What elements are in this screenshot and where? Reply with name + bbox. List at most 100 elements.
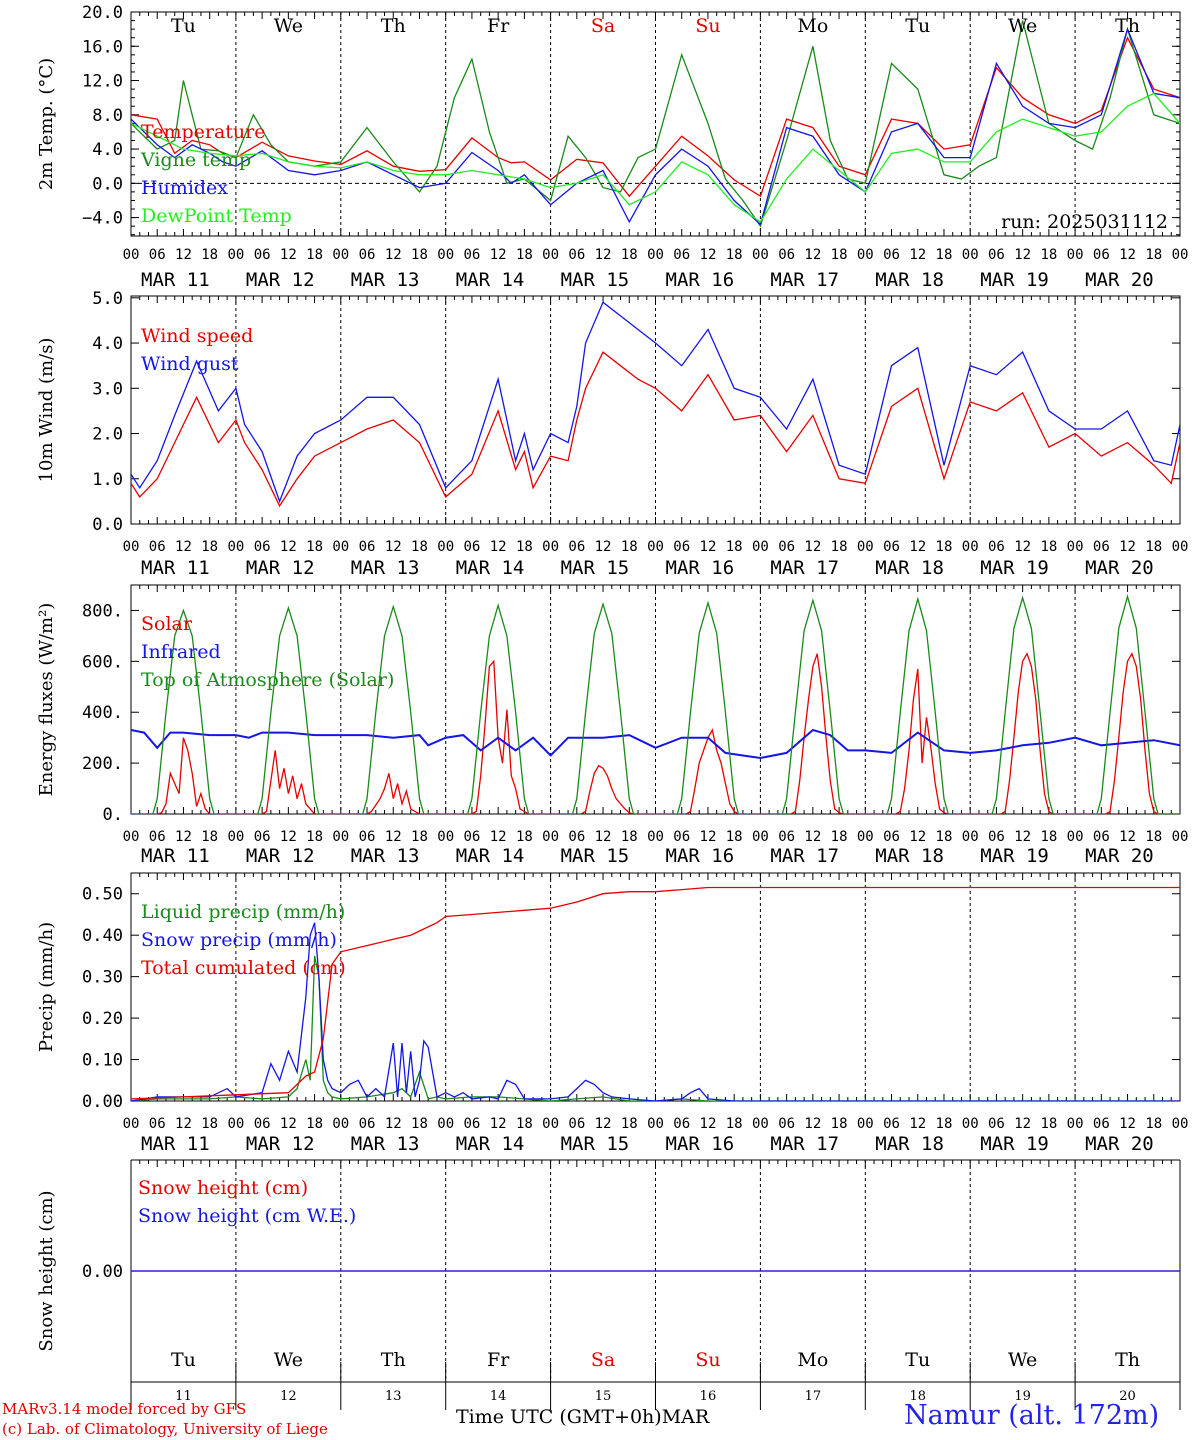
date-label: MAR 13 bbox=[351, 269, 420, 291]
hour-tick-label: 00 bbox=[752, 1116, 769, 1132]
date-label: MAR 17 bbox=[770, 269, 839, 291]
hour-tick-label: 00 bbox=[647, 247, 664, 263]
hour-tick-label: 12 bbox=[595, 1116, 612, 1132]
hour-tick-label: 12 bbox=[385, 829, 402, 845]
day-number: 18 bbox=[909, 1389, 926, 1404]
legend-entry: Top of Atmosphere (Solar) bbox=[141, 669, 394, 691]
weekday-label: We bbox=[274, 15, 303, 37]
legend-entry: Infrared bbox=[141, 641, 221, 663]
hour-tick-label: 12 bbox=[700, 539, 717, 555]
date-label: MAR 18 bbox=[875, 845, 944, 867]
hour-tick-label: 18 bbox=[411, 1116, 428, 1132]
y-tick-label: 8.0 bbox=[92, 106, 123, 126]
model-credit: MARv3.14 model forced by GFS bbox=[2, 1400, 247, 1418]
hour-tick-label: 18 bbox=[411, 539, 428, 555]
date-label: MAR 15 bbox=[561, 845, 630, 867]
date-label: MAR 14 bbox=[456, 845, 525, 867]
hour-tick-label: 00 bbox=[123, 1116, 140, 1132]
hour-tick-label: 00 bbox=[1172, 1116, 1189, 1132]
hour-tick-label: 06 bbox=[673, 539, 690, 555]
legend-entry: Vigne temp bbox=[140, 149, 251, 171]
weekday-label: We bbox=[1008, 15, 1037, 37]
weekday-label: Th bbox=[1115, 1349, 1140, 1371]
date-label: MAR 11 bbox=[141, 1133, 210, 1155]
hour-tick-label: 18 bbox=[201, 539, 218, 555]
legend-entry: Wind gust bbox=[141, 353, 239, 375]
y-tick-label: 0.0 bbox=[92, 515, 123, 535]
hour-tick-label: 00 bbox=[962, 1116, 979, 1132]
hour-tick-label: 00 bbox=[123, 539, 140, 555]
hour-tick-label: 06 bbox=[778, 1116, 795, 1132]
hour-tick-label: 18 bbox=[726, 1116, 743, 1132]
hour-tick-label: 12 bbox=[700, 829, 717, 845]
weekday-label: Tu bbox=[905, 15, 930, 37]
weekday-label: Fr bbox=[487, 15, 510, 37]
hour-tick-label: 12 bbox=[385, 247, 402, 263]
hour-tick-label: 00 bbox=[1067, 829, 1084, 845]
day-number: 16 bbox=[700, 1389, 717, 1404]
hour-tick-label: 12 bbox=[909, 829, 926, 845]
y-axis-label: 10m Wind (m/s) bbox=[36, 338, 57, 483]
hour-tick-label: 18 bbox=[411, 247, 428, 263]
hour-tick-label: 06 bbox=[254, 829, 271, 845]
hour-tick-label: 00 bbox=[962, 829, 979, 845]
hour-tick-label: 06 bbox=[359, 539, 376, 555]
hour-tick-label: 12 bbox=[804, 539, 821, 555]
hour-tick-label: 12 bbox=[1119, 539, 1136, 555]
hour-tick-label: 00 bbox=[647, 829, 664, 845]
y-tick-label: −4.0 bbox=[82, 209, 123, 229]
weekday-label: Fr bbox=[487, 1349, 510, 1371]
hour-tick-label: 18 bbox=[936, 829, 953, 845]
hour-tick-label: 00 bbox=[227, 247, 244, 263]
weekday-label: We bbox=[1008, 1349, 1037, 1371]
weekday-label: We bbox=[274, 1349, 303, 1371]
weekday-label: Mo bbox=[797, 1349, 828, 1371]
y-tick-label: 0.40 bbox=[82, 926, 123, 946]
hour-tick-label: 12 bbox=[1014, 1116, 1031, 1132]
y-axis-label: Precip (mm/h) bbox=[36, 922, 57, 1052]
hour-tick-label: 18 bbox=[1040, 539, 1057, 555]
hour-tick-label: 18 bbox=[621, 247, 638, 263]
weekday-label: Mo bbox=[797, 15, 828, 37]
lab-credit: (c) Lab. of Climatology, University of L… bbox=[2, 1420, 328, 1438]
date-label: MAR 15 bbox=[561, 557, 630, 579]
y-axis-label: Energy fluxes (W/m²) bbox=[36, 603, 57, 797]
hour-tick-label: 06 bbox=[149, 829, 166, 845]
hour-tick-label: 00 bbox=[1067, 247, 1084, 263]
date-label: MAR 18 bbox=[875, 557, 944, 579]
date-label: MAR 14 bbox=[456, 269, 525, 291]
date-label: MAR 13 bbox=[351, 845, 420, 867]
date-label: MAR 20 bbox=[1085, 269, 1154, 291]
date-label: MAR 18 bbox=[875, 1133, 944, 1155]
series-line-dewpoint-temp bbox=[131, 92, 1180, 223]
hour-tick-label: 18 bbox=[831, 539, 848, 555]
y-tick-label: 2.0 bbox=[92, 425, 123, 445]
y-tick-label: 0.00 bbox=[82, 1262, 123, 1282]
hour-tick-label: 00 bbox=[1067, 539, 1084, 555]
y-tick-label: 0.30 bbox=[82, 968, 123, 988]
date-label: MAR 20 bbox=[1085, 845, 1154, 867]
weekday-label: Th bbox=[381, 15, 406, 37]
panel-5: 0.00 Snow height (cm) Snow height (cm) Snow… bbox=[36, 1159, 1181, 1382]
date-label: MAR 20 bbox=[1085, 1133, 1154, 1155]
hour-tick-label: 00 bbox=[1172, 829, 1189, 845]
y-tick-label: 0.00 bbox=[82, 1092, 123, 1112]
hour-tick-label: 18 bbox=[516, 829, 533, 845]
hour-tick-label: 00 bbox=[227, 829, 244, 845]
hour-tick-label: 18 bbox=[831, 829, 848, 845]
date-label: MAR 17 bbox=[770, 557, 839, 579]
weekday-label: Sa bbox=[591, 15, 615, 37]
hour-tick-label: 18 bbox=[411, 829, 428, 845]
hour-tick-label: 06 bbox=[988, 829, 1005, 845]
panel-1: −4.0 0.0 4.0 8.0 12.0 16.0 20.0 2m Temp. (°C) Te… bbox=[36, 3, 1188, 291]
panel-2: 0.0 1.0 2.0 3.0 4.0 5.0 10m Wind (m/s) Wind spe… bbox=[36, 289, 1188, 579]
hour-tick-label: 18 bbox=[936, 247, 953, 263]
hour-tick-label: 12 bbox=[909, 247, 926, 263]
day-number: 15 bbox=[595, 1389, 612, 1404]
hour-tick-label: 18 bbox=[516, 539, 533, 555]
hour-tick-label: 18 bbox=[1040, 247, 1057, 263]
hour-tick-label: 12 bbox=[280, 539, 297, 555]
y-tick-label: 0.0 bbox=[92, 174, 123, 194]
hour-tick-label: 06 bbox=[673, 1116, 690, 1132]
date-label: MAR 16 bbox=[666, 269, 735, 291]
